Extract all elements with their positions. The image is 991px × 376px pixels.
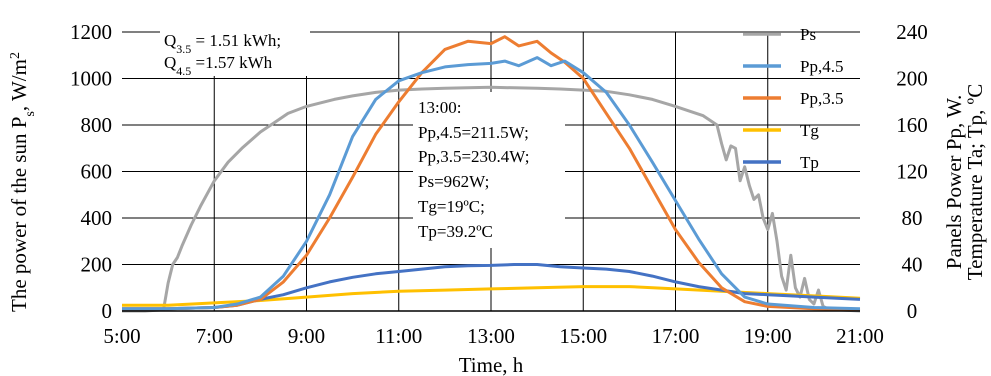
values-annotation-line: Pp,4.5=211.5W;: [418, 123, 529, 142]
y-right-axis-title-line2: Temperature Ta; Tp, ºC: [963, 84, 987, 280]
ticks: 5:00 7:00 9:00 11:00 13:00 15:00 17:00 19:00 21:…: [70, 20, 928, 348]
x-tick-label: 21:00: [836, 324, 884, 348]
legend-label: Tg: [800, 121, 819, 140]
y-left-tick-label: 800: [81, 113, 113, 137]
x-tick-label: 17:00: [652, 324, 700, 348]
y-left-tick-label: 600: [81, 160, 113, 184]
x-tick-label: 5:00: [103, 324, 140, 348]
y-right-tick-label: 40: [902, 253, 923, 277]
values-annotation: 13:00: Pp,4.5=211.5W; Pp,3.5=230.4W; Ps=…: [413, 92, 565, 248]
values-annotation-line: Tp=39.2ºC: [418, 222, 493, 241]
x-tick-label: 7:00: [196, 324, 233, 348]
x-tick-label: 11:00: [375, 324, 422, 348]
values-annotation-bg: [413, 92, 565, 248]
legend-label: Pp,3.5: [800, 89, 843, 108]
legend-label: Tp: [800, 153, 819, 172]
series-layer: [122, 35, 861, 313]
y-right-tick-label: 240: [896, 20, 928, 44]
series-line-ps: [122, 85, 861, 313]
legend: Ps Pp,4.5 Pp,3.5 Tg Tp: [743, 25, 843, 172]
legend-label: Ps: [800, 25, 816, 44]
x-tick-label: 13:00: [467, 324, 515, 348]
x-tick-label: 15:00: [559, 324, 607, 348]
y-left-tick-label: 1200: [70, 20, 112, 44]
y-left-tick-label: 0: [102, 299, 113, 323]
q-annotation: Q3.5 = 1.51 kWh; Q4.5 =1.57 kWh: [160, 22, 310, 78]
q-annotation-bg: [160, 22, 310, 76]
series-line-tp: [122, 263, 861, 311]
x-axis-title: Time, h: [459, 353, 524, 376]
x-tick-label: 19:00: [744, 324, 792, 348]
x-tick-label: 9:00: [288, 324, 325, 348]
y-right-axis-title-line1: Panels Power Pp, W.: [942, 95, 966, 269]
series-line-pp-3-5: [122, 35, 861, 312]
q-annotation-line1: Q3.5 = 1.51 kWh;: [164, 31, 281, 56]
values-annotation-line: Tg=19ºC;: [418, 197, 485, 216]
values-annotation-line: Ps=962W;: [418, 172, 489, 191]
values-annotation-line: 13:00:: [418, 98, 461, 117]
y-right-tick-label: 80: [902, 206, 923, 230]
y-right-tick-label: 200: [896, 67, 928, 91]
y-left-tick-label: 1000: [70, 67, 112, 91]
values-annotation-line: Pp,3.5=230.4W;: [418, 147, 529, 166]
legend-label: Pp,4.5: [800, 57, 843, 76]
y-left-axis-title: The power of the sun Ps, W/m2: [7, 52, 38, 312]
y-right-tick-label: 160: [896, 113, 928, 137]
y-right-tick-label: 0: [907, 299, 918, 323]
series-line-pp-4-5: [122, 56, 861, 311]
y-left-tick-label: 400: [81, 206, 113, 230]
q-annotation-line2: Q4.5 =1.57 kWh: [164, 53, 273, 78]
y-right-tick-label: 120: [896, 160, 928, 184]
y-left-tick-label: 200: [81, 253, 113, 277]
